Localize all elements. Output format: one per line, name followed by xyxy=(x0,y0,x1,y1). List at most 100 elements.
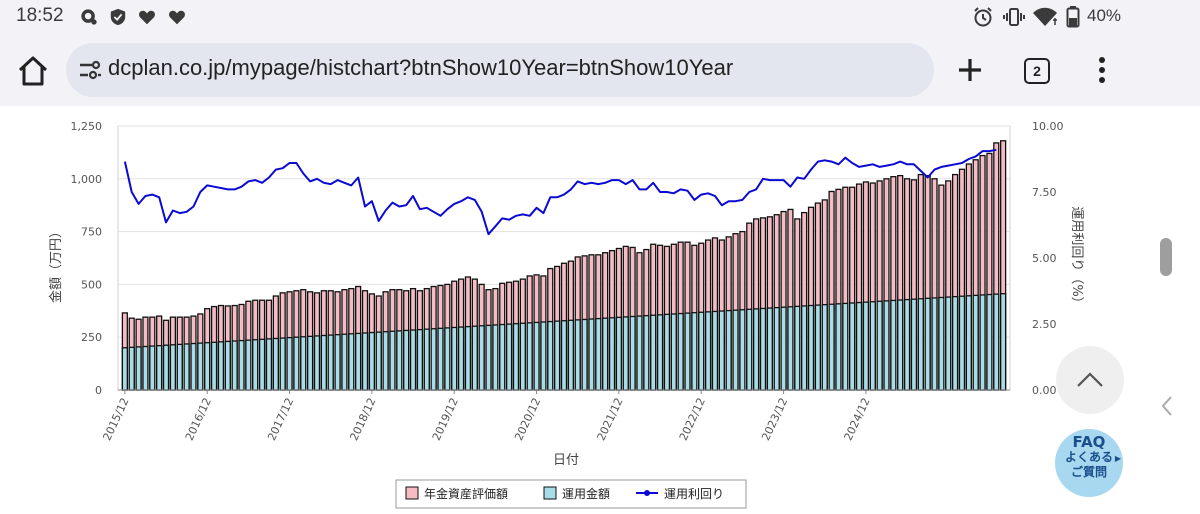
x-tick-label: 2015/12 xyxy=(100,396,131,443)
bar-invest xyxy=(156,344,163,391)
bar-invest xyxy=(279,337,286,391)
more-vert-icon[interactable] xyxy=(1082,50,1122,90)
bar-invest xyxy=(190,342,197,391)
bar-invest xyxy=(210,341,218,391)
bar-invest xyxy=(869,301,876,391)
bar-invest xyxy=(608,317,616,391)
bar-invest xyxy=(416,328,424,391)
legend-yield-label: 運用利回り xyxy=(664,487,724,501)
bar-invest xyxy=(423,328,430,391)
address-bar[interactable]: dcplan.co.jp/mypage/histchart?btnShow10Y… xyxy=(66,43,934,97)
bar-invest xyxy=(931,297,938,391)
bar-invest xyxy=(341,333,348,391)
y-tick-label: 1,250 xyxy=(71,120,103,133)
x-tick-label: 2021/12 xyxy=(595,396,626,443)
history-chart: 0 250 500 750 1,000 1,250 0.00 2.50 5.00 7.50 10.0… xyxy=(48,120,1084,509)
status-time: 18:52 xyxy=(16,5,64,26)
chart-legend: 年金資産評価額 運用金額 運用利回り xyxy=(395,479,747,509)
scroll-to-top-button[interactable] xyxy=(1056,346,1124,414)
bar-invest xyxy=(204,342,211,391)
bar-invest xyxy=(464,325,472,391)
bar-invest xyxy=(663,313,671,391)
bar-invest xyxy=(245,339,252,391)
bar-invest xyxy=(650,314,657,391)
bar-invest xyxy=(965,295,972,391)
bar-invest xyxy=(519,322,526,391)
bar-invest xyxy=(307,335,314,391)
bar-invest xyxy=(849,302,856,391)
bar-invest xyxy=(787,306,794,391)
bar-invest xyxy=(505,323,513,391)
x-tick-label: 2017/12 xyxy=(265,396,296,443)
bar-invest xyxy=(169,344,177,391)
bar-invest xyxy=(286,336,293,391)
bar-invest xyxy=(855,301,863,391)
y2-tick-label: 2.50 xyxy=(1032,318,1057,331)
bar-invest xyxy=(622,316,629,391)
bar-invest xyxy=(725,309,732,391)
x-tick-label: 2024/12 xyxy=(842,396,873,443)
x-tick-label: 2016/12 xyxy=(183,396,214,443)
bar-invest xyxy=(732,309,739,391)
scrollbar-thumb[interactable] xyxy=(1160,238,1172,276)
legend-eval-swatch xyxy=(405,486,419,500)
bar-invest xyxy=(293,336,300,391)
bar-invest xyxy=(821,304,828,391)
bar-invest xyxy=(451,326,458,391)
bar-invest xyxy=(375,331,382,391)
bar-invest xyxy=(396,330,403,391)
plus-icon[interactable] xyxy=(950,50,990,90)
bar-invest xyxy=(656,314,664,391)
bar-invest xyxy=(403,329,410,391)
bar-invest xyxy=(128,346,135,391)
browser-toolbar: dcplan.co.jp/mypage/histchart?btnShow10Y… xyxy=(0,34,1200,106)
bar-invest xyxy=(533,321,540,391)
bar-invest xyxy=(917,298,924,391)
bar-invest xyxy=(492,324,499,391)
bar-invest xyxy=(567,319,574,391)
bar-invest xyxy=(334,334,341,391)
shield-icon xyxy=(110,8,126,26)
assistant-icon xyxy=(81,9,97,25)
bar-invest xyxy=(670,313,677,391)
bar-invest xyxy=(121,347,128,391)
bar-invest xyxy=(629,315,636,391)
y-axis-label: 金額（万円） xyxy=(48,225,64,303)
home-icon[interactable] xyxy=(16,54,50,88)
tab-count-button[interactable]: 2 xyxy=(1024,58,1050,84)
bar-invest xyxy=(224,340,231,391)
vibrate-icon xyxy=(1003,8,1025,26)
bar-invest xyxy=(993,293,1000,391)
site-settings-icon[interactable] xyxy=(78,59,102,81)
alarm-icon xyxy=(974,7,992,27)
faq-line-1: よくある xyxy=(1064,450,1113,464)
bar-invest xyxy=(814,304,821,391)
y-tick-label: 1,000 xyxy=(71,173,103,186)
chevron-left-icon[interactable] xyxy=(1159,394,1175,418)
bar-invest xyxy=(526,322,533,391)
bar-invest xyxy=(499,323,506,391)
bar-invest xyxy=(691,312,698,391)
bar-invest xyxy=(677,312,684,391)
bar-invest xyxy=(807,304,815,391)
bar-invest xyxy=(197,342,204,391)
url-text[interactable]: dcplan.co.jp/mypage/histchart?btnShow10Y… xyxy=(108,55,734,80)
bar-invest xyxy=(162,344,170,391)
bar-invest xyxy=(300,336,307,391)
y-tick-label: 250 xyxy=(81,331,102,344)
y-tick-label: 0 xyxy=(95,384,102,397)
bar-invest xyxy=(910,298,918,391)
bar-invest xyxy=(636,315,643,391)
faq-badge[interactable]: FAQ よくある ご質問 ▶ xyxy=(1055,429,1123,497)
bar-invest xyxy=(986,293,993,391)
bar-invest xyxy=(361,332,369,391)
bar-invest xyxy=(471,325,478,391)
bar-invest xyxy=(773,306,780,391)
battery-icon xyxy=(1066,6,1080,28)
bar-invest xyxy=(938,296,945,391)
status-bar: 18:52 40% xyxy=(0,0,1200,34)
legend-invest-label: 運用金額 xyxy=(562,486,610,501)
faq-line-2: ご質問 xyxy=(1070,465,1107,479)
bar-invest xyxy=(457,326,465,391)
bar-invest xyxy=(389,330,396,391)
